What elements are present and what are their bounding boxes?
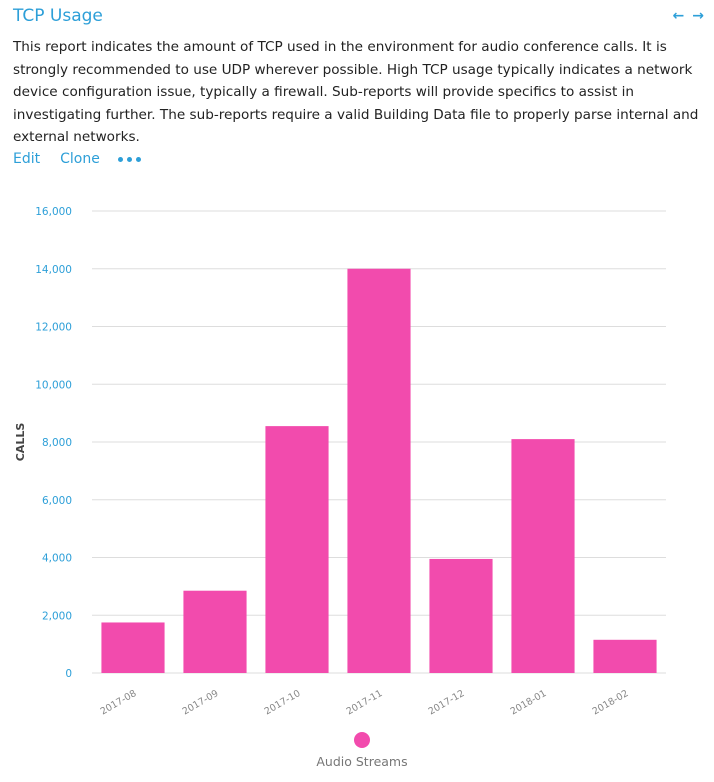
bar[interactable] bbox=[593, 639, 657, 673]
x-tick-label: 2017-08 bbox=[99, 688, 139, 717]
report-nav: ← → bbox=[673, 8, 704, 24]
y-tick-label: 8,000 bbox=[42, 437, 72, 449]
legend-label[interactable]: Audio Streams bbox=[316, 754, 408, 769]
y-tick-label: 12,000 bbox=[35, 322, 72, 334]
bar[interactable] bbox=[347, 268, 411, 673]
y-tick-label: 6,000 bbox=[42, 495, 72, 507]
x-tick-label: 2018-02 bbox=[591, 688, 631, 717]
y-tick-label: 2,000 bbox=[42, 610, 72, 622]
y-tick-label: 14,000 bbox=[35, 264, 72, 276]
y-tick-label: 16,000 bbox=[35, 206, 72, 218]
x-tick-label: 2017-11 bbox=[345, 688, 385, 717]
y-tick-label: 10,000 bbox=[35, 379, 72, 391]
bar[interactable] bbox=[429, 558, 493, 673]
clone-link[interactable]: Clone bbox=[60, 151, 100, 167]
arrow-left-icon[interactable]: ← bbox=[672, 8, 685, 24]
bar[interactable] bbox=[183, 590, 247, 673]
x-tick-label: 2017-10 bbox=[263, 688, 303, 717]
y-tick-label: 0 bbox=[65, 668, 72, 680]
report-description: This report indicates the amount of TCP … bbox=[13, 39, 699, 145]
report-title: TCP Usage bbox=[13, 6, 103, 26]
report-actions: Edit Clone bbox=[13, 151, 141, 167]
bar[interactable] bbox=[101, 622, 165, 673]
x-tick-label: 2017-09 bbox=[181, 688, 221, 717]
y-axis-label: CALLS bbox=[14, 423, 27, 462]
edit-link[interactable]: Edit bbox=[13, 151, 41, 167]
x-tick-label: 2018-01 bbox=[509, 688, 549, 717]
y-tick-label: 4,000 bbox=[42, 553, 72, 565]
arrow-right-icon[interactable]: → bbox=[692, 8, 704, 24]
chart-legend: Audio Streams bbox=[0, 732, 714, 769]
bar[interactable] bbox=[511, 439, 575, 673]
x-tick-label: 2017-12 bbox=[427, 688, 467, 717]
more-dots-icon[interactable] bbox=[117, 156, 141, 162]
legend-marker[interactable] bbox=[354, 732, 370, 748]
bar[interactable] bbox=[265, 426, 329, 673]
